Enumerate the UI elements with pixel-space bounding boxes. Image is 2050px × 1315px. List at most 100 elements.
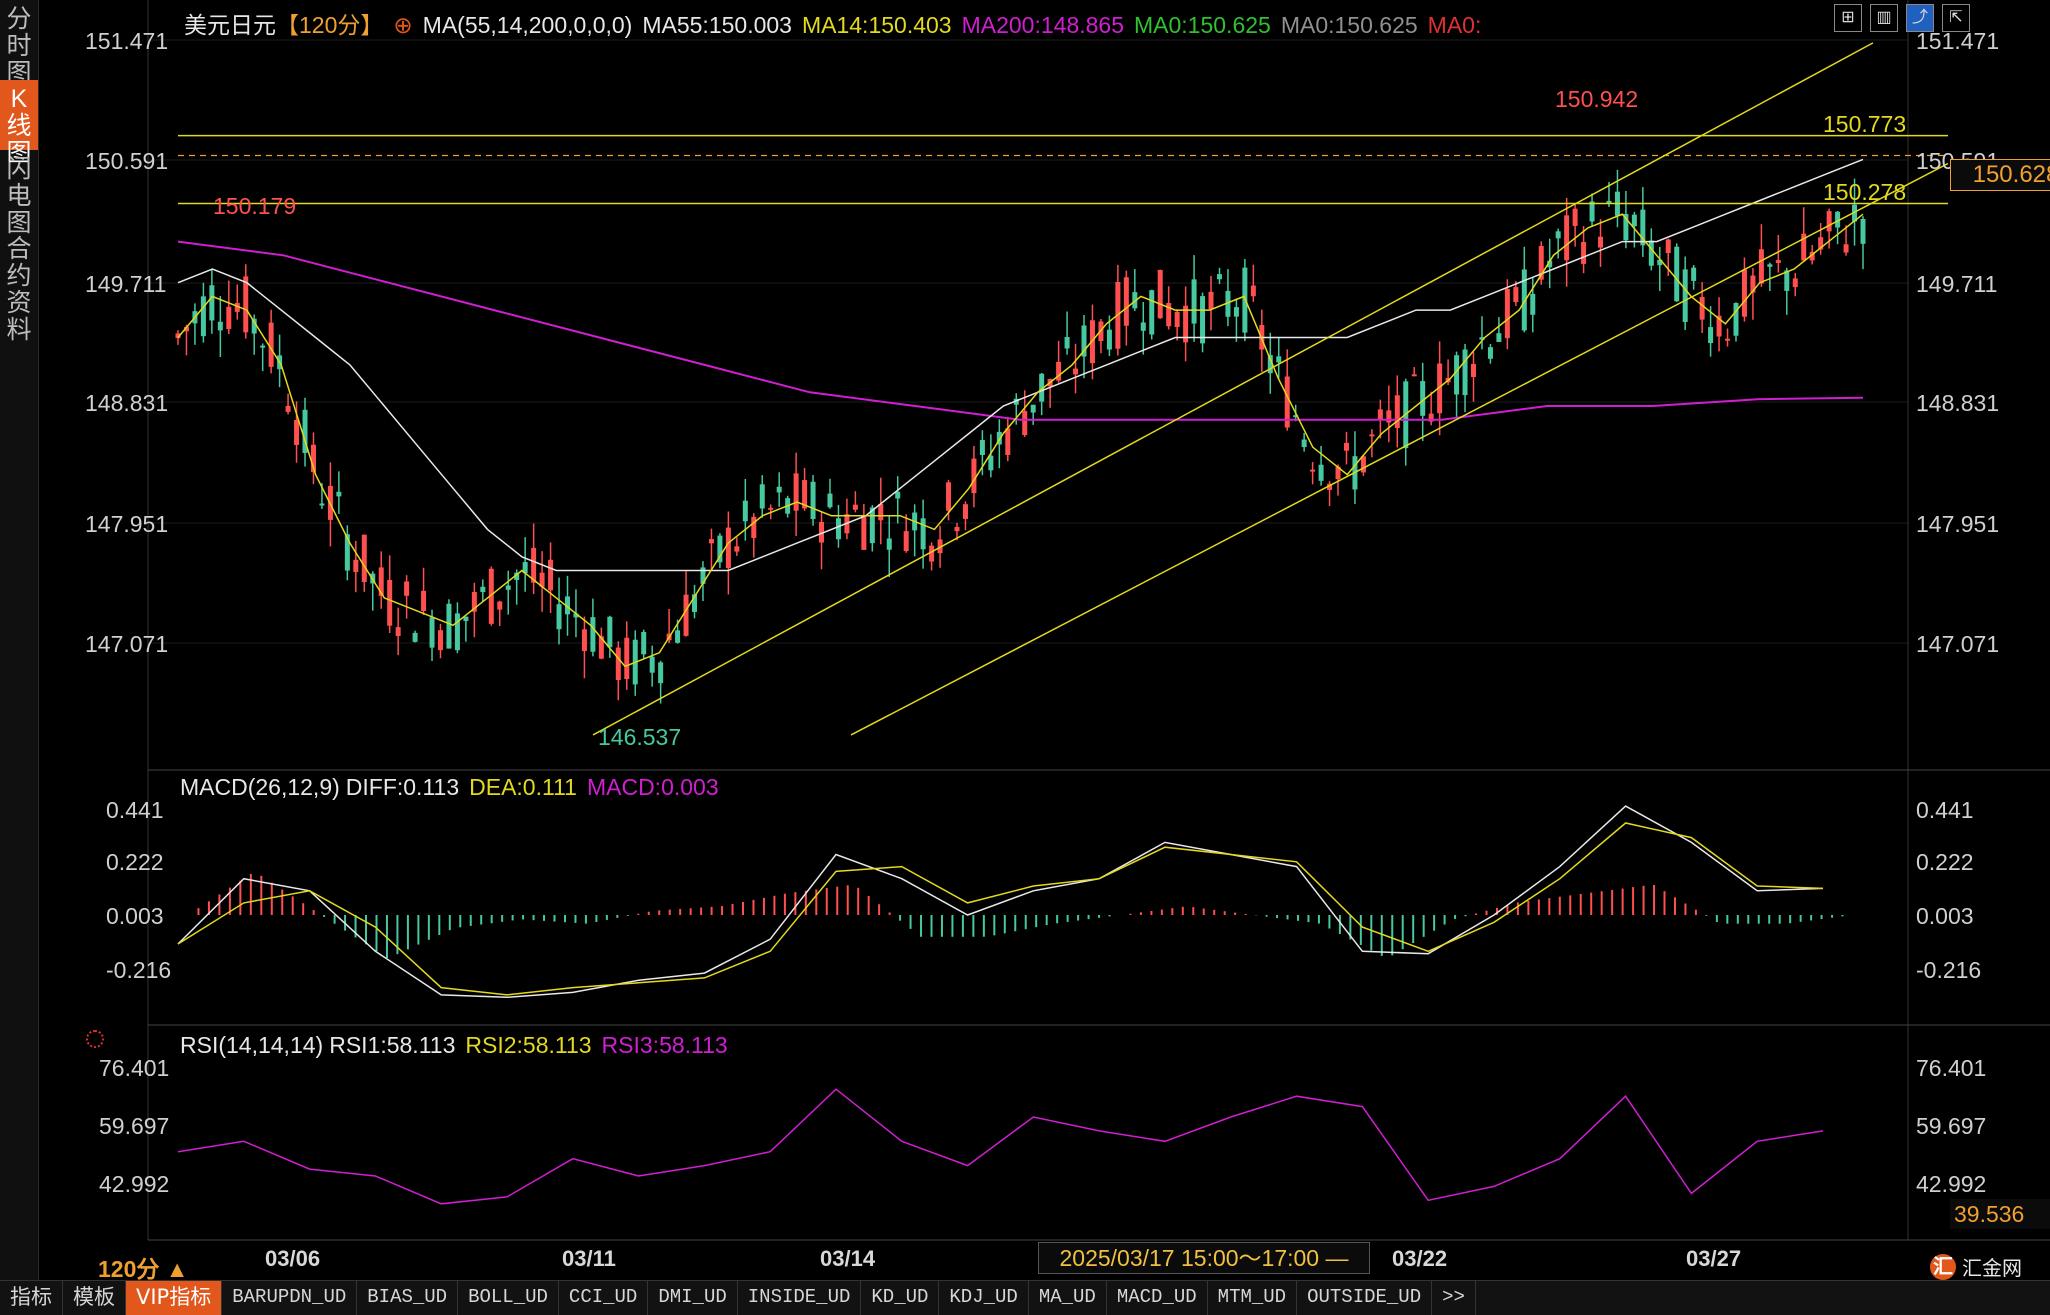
candle-body xyxy=(336,491,342,497)
indicator-tab-10[interactable]: KDJ_UD xyxy=(939,1281,1029,1315)
macd-axis-left-2: 0.003 xyxy=(106,903,164,929)
candle-body xyxy=(971,458,977,494)
candle-body xyxy=(929,545,935,562)
candle-body xyxy=(1394,395,1400,429)
chart-canvas[interactable] xyxy=(38,0,2050,1280)
candle-body xyxy=(488,568,494,624)
sidebar-tab-0[interactable]: 分时图 xyxy=(6,5,32,87)
candle-body xyxy=(683,594,689,636)
candle-body xyxy=(310,444,316,473)
candle-body xyxy=(1479,337,1485,340)
candle-body xyxy=(903,531,909,552)
indicator-tab-15[interactable]: >> xyxy=(1432,1281,1476,1315)
rsi1-value: RSI1:58.113 xyxy=(329,1032,456,1058)
indicator-tab-5[interactable]: BOLL_UD xyxy=(458,1281,559,1315)
sidebar-tab-2[interactable]: 闪电图 xyxy=(6,155,32,237)
sidebar-tab-3[interactable]: 合约资料 xyxy=(6,235,32,344)
candle-body xyxy=(260,345,266,348)
candle-body xyxy=(573,613,579,618)
candle-body xyxy=(1216,274,1222,280)
candle-body xyxy=(615,647,621,681)
candle-body xyxy=(564,596,570,615)
candle-body xyxy=(649,656,655,673)
period-selector[interactable]: 120分 ▲ xyxy=(98,1256,189,1282)
indicator-tab-11[interactable]: MA_UD xyxy=(1029,1281,1107,1315)
candle-body xyxy=(996,431,1002,445)
candle-body xyxy=(590,617,596,652)
candle-body xyxy=(1310,469,1316,472)
candle-body xyxy=(1691,267,1697,281)
candle-body xyxy=(1276,356,1282,363)
indicator-tab-0[interactable]: 指标 xyxy=(0,1281,63,1315)
indicator-tab-1[interactable]: 模板 xyxy=(63,1281,126,1315)
sidebar-tab-1[interactable]: K线图 xyxy=(0,80,38,167)
candle-body xyxy=(1750,275,1756,293)
chart-icon[interactable]: ▥ xyxy=(1870,4,1898,32)
macd-diff-line xyxy=(177,805,1824,999)
kline-chart[interactable]: 美元日元【120分】 ⊕ MA(55,14,200,0,0,0) MA55:150.0… xyxy=(38,0,2050,1282)
rsi-cursor-value: 39.536 xyxy=(1950,1199,2050,1229)
candle-body xyxy=(243,276,249,333)
ma200-line xyxy=(177,240,1864,421)
indicator-tab-4[interactable]: BIAS_UD xyxy=(357,1281,459,1315)
candle-body xyxy=(175,333,181,339)
indicator-tab-3[interactable]: BARUPDN_UD xyxy=(222,1281,358,1315)
price-axis-left-2: 149.711 xyxy=(85,271,167,297)
candle-body xyxy=(1132,292,1138,309)
rsi2-value: RSI2:58.113 xyxy=(465,1032,592,1058)
candle-body xyxy=(946,482,952,511)
candle-body xyxy=(988,455,994,471)
candle-body xyxy=(1521,269,1527,331)
candle-body xyxy=(1581,242,1587,264)
candle-body xyxy=(1767,264,1773,267)
candle-body xyxy=(878,503,884,521)
line-chart-icon[interactable]: ⤴ xyxy=(1906,4,1934,32)
macd-axis-right-1: 0.222 xyxy=(1916,849,1974,875)
candle-body xyxy=(429,617,435,648)
indicator-tab-8[interactable]: INSIDE_UD xyxy=(738,1281,862,1315)
candle-body xyxy=(454,613,460,651)
candle-body xyxy=(1183,305,1189,343)
indicator-tab-12[interactable]: MACD_UD xyxy=(1107,1281,1208,1315)
candle-body xyxy=(835,518,841,540)
candle-body xyxy=(1623,213,1629,241)
indicator-tab-6[interactable]: CCI_UD xyxy=(559,1281,649,1315)
candle-body xyxy=(319,503,325,506)
period-tag: 【120分】 xyxy=(276,12,384,38)
candle-body xyxy=(251,318,257,334)
expand-icon[interactable]: ⇱ xyxy=(1942,4,1970,32)
rsi-axis-right-1: 59.697 xyxy=(1916,1113,1987,1139)
rsi-settings-icon[interactable] xyxy=(86,1030,104,1048)
candle-body xyxy=(209,285,215,321)
indicator-tab-14[interactable]: OUTSIDE_UD xyxy=(1297,1281,1433,1315)
candle-body xyxy=(751,516,757,539)
price-axis-left-0: 151.471 xyxy=(85,28,169,54)
ma200-value: MA200:148.865 xyxy=(961,12,1124,38)
candle-body xyxy=(1013,398,1019,405)
candle-body xyxy=(1741,269,1747,317)
candle-body xyxy=(895,491,901,499)
candle-body xyxy=(1555,231,1561,239)
indicator-tab-9[interactable]: KD_UD xyxy=(861,1281,940,1315)
candle-body xyxy=(1809,251,1815,261)
candle-body xyxy=(1733,303,1739,336)
candle-body xyxy=(1056,361,1062,381)
price-axis-right-0: 151.471 xyxy=(1916,28,2000,54)
add-icon[interactable]: ⊕ xyxy=(393,12,413,38)
candle-body xyxy=(1233,307,1239,317)
candle-body xyxy=(954,526,960,532)
candle-body xyxy=(548,559,554,591)
candle-body xyxy=(1327,483,1333,490)
candle-body xyxy=(708,539,714,544)
price-axis-right-3: 148.831 xyxy=(1916,390,2000,416)
x-axis-label-1: 03/11 xyxy=(562,1246,616,1271)
candle-body xyxy=(1301,439,1307,448)
candle-body xyxy=(1411,374,1417,377)
candle-body xyxy=(1674,246,1680,302)
indicator-tab-2[interactable]: VIP指标 xyxy=(126,1281,223,1315)
candle-body xyxy=(353,559,359,572)
indicator-tab-13[interactable]: MTM_UD xyxy=(1208,1281,1298,1315)
candle-body xyxy=(1428,413,1434,422)
indicator-tab-7[interactable]: DMI_UD xyxy=(648,1281,738,1315)
grid-icon[interactable]: ⊞ xyxy=(1834,4,1862,32)
